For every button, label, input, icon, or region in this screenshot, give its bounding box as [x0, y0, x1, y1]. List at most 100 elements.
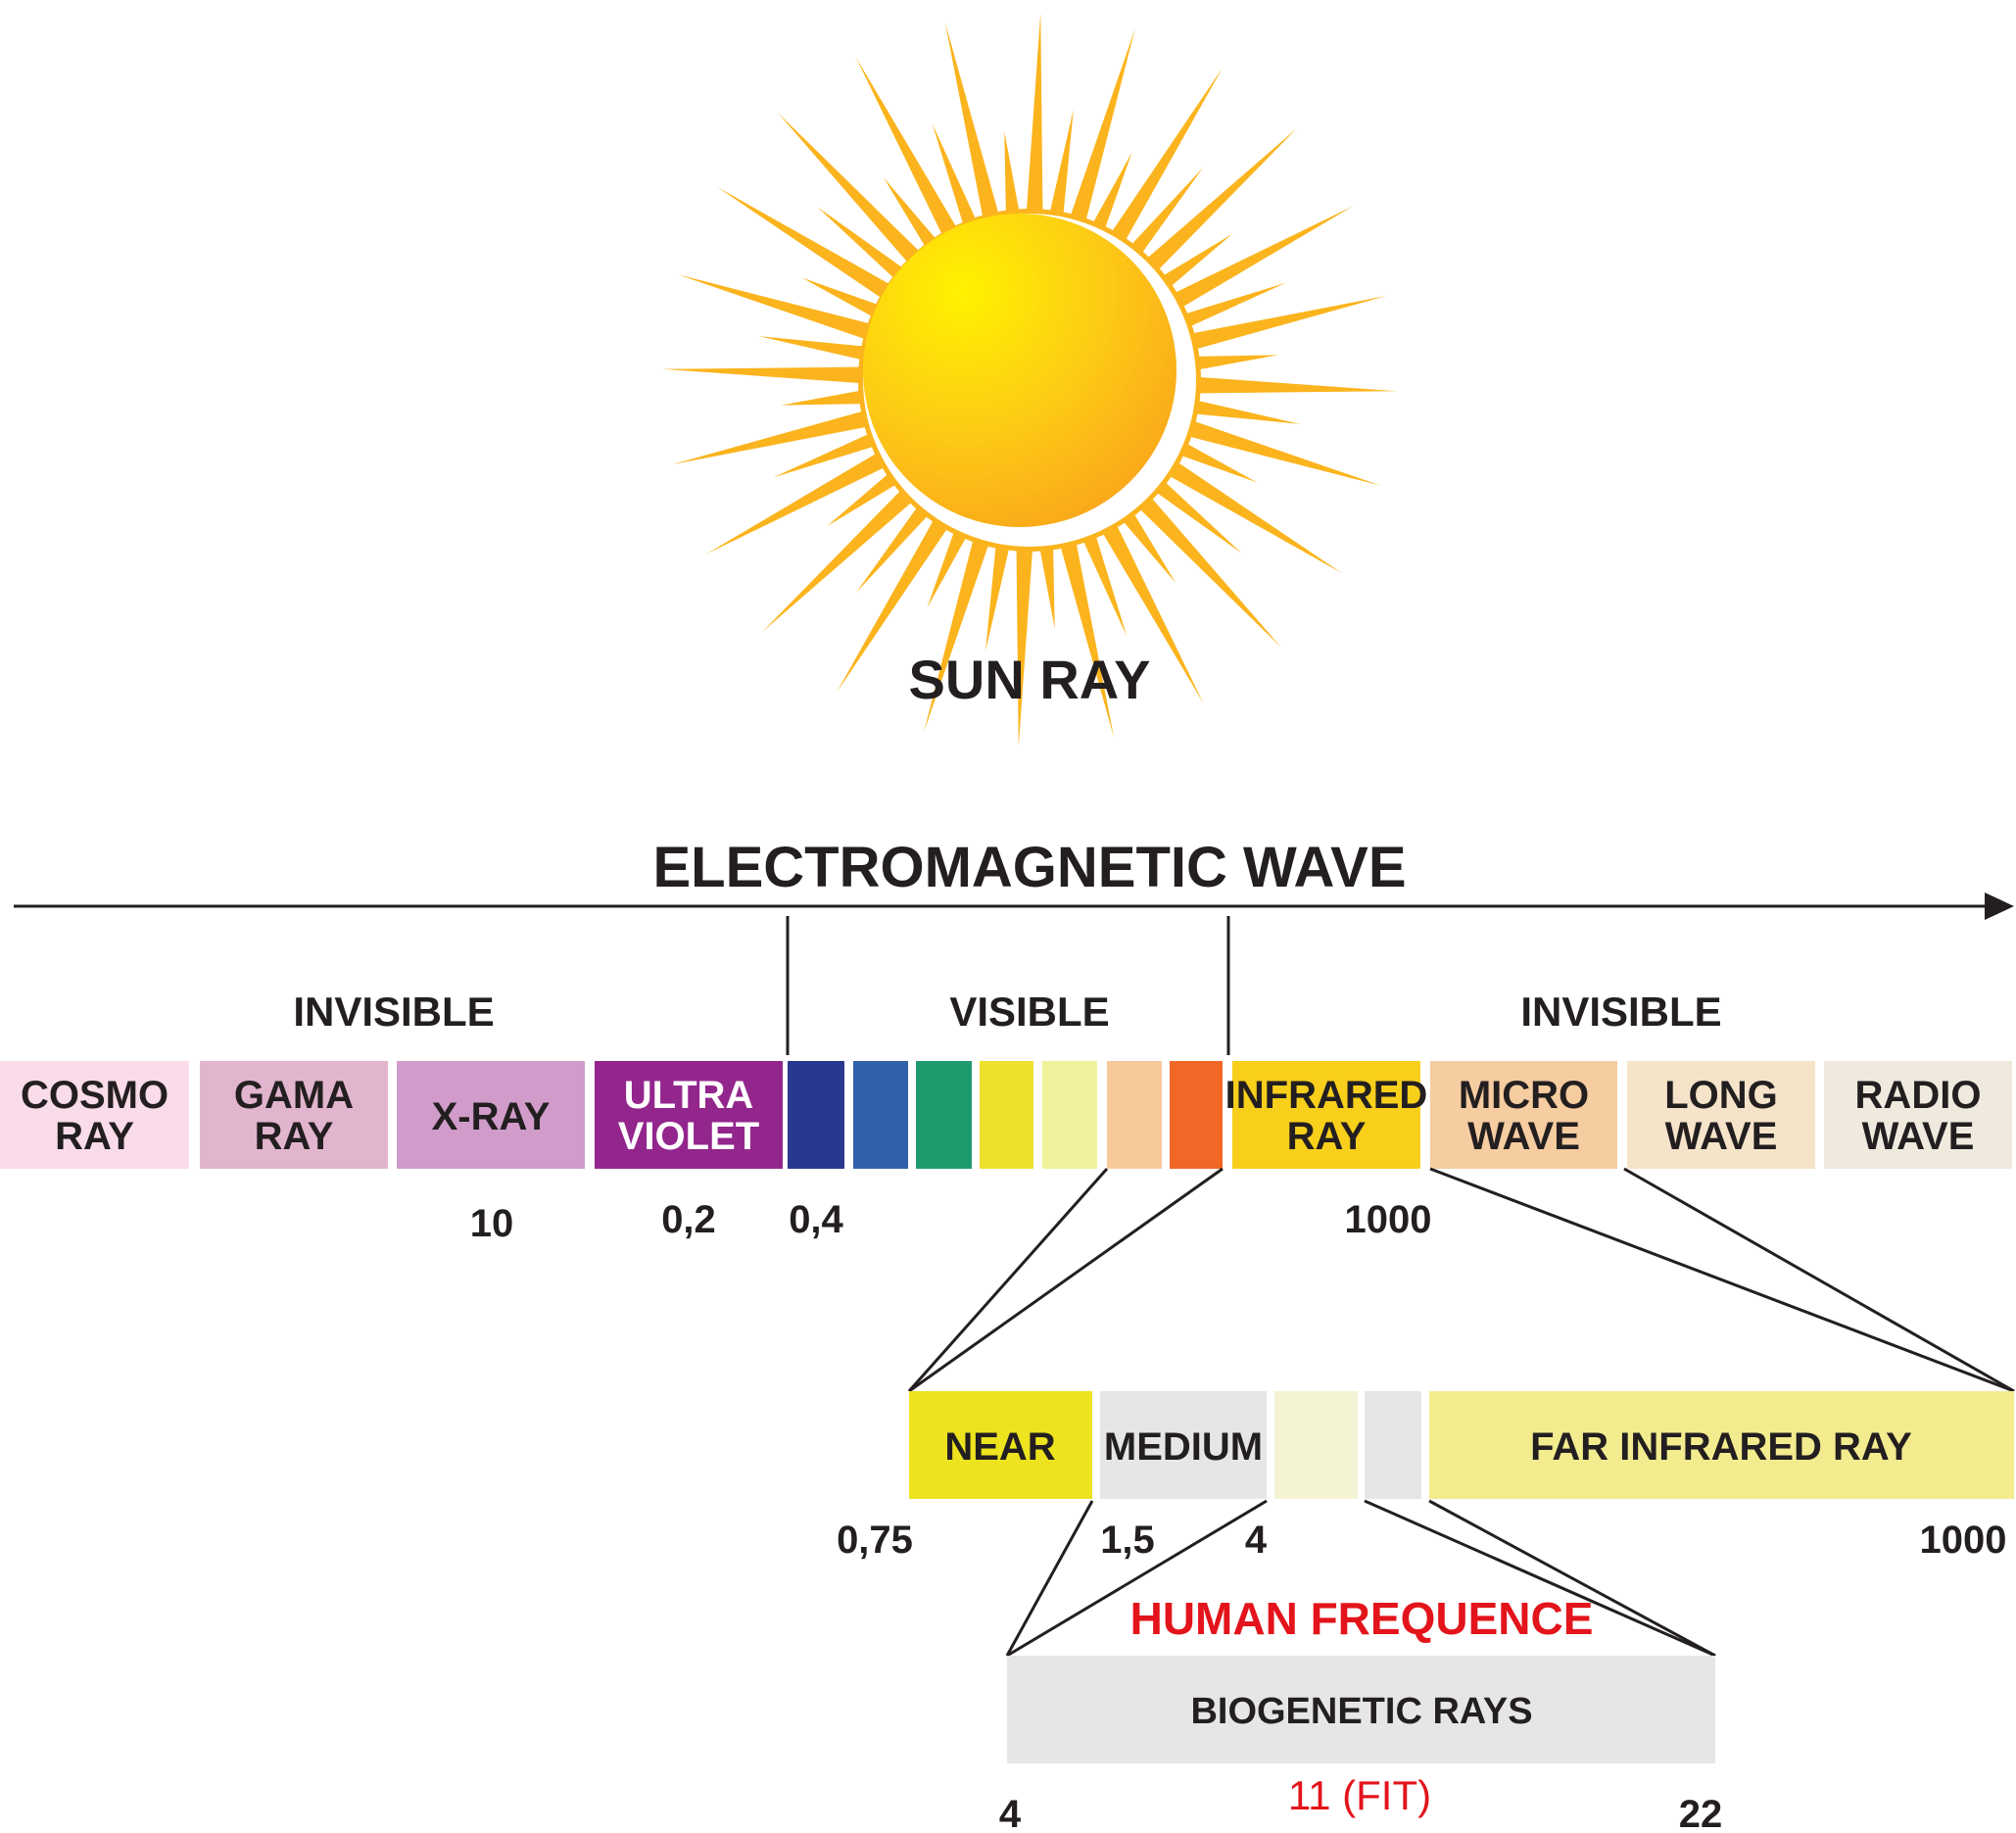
sun-ray-icon [672, 409, 875, 465]
region-invisible-right: INVISIBLE [1520, 989, 1721, 1035]
sun-label: SUN RAY [909, 649, 1151, 710]
spectrum-title: ELECTROMAGNETIC WAVE [652, 836, 1406, 899]
band-pale-yellow [1042, 1061, 1097, 1169]
sun-ray-icon [1141, 127, 1297, 276]
sun-ray-icon [1058, 535, 1115, 738]
sun-ray-icon [1181, 418, 1382, 486]
sun-ray-icon [717, 186, 897, 303]
sun-ray-icon [1168, 206, 1354, 312]
band-micro-wave [1430, 1061, 1617, 1169]
sun-ray-icon [817, 206, 909, 284]
band-biogenetic-label: BIOGENETIC RAYS [1190, 1691, 1532, 1732]
sun-ray-icon [855, 56, 961, 242]
sun-ray-icon [773, 430, 882, 478]
detail-value-4: 4 [1245, 1519, 1268, 1562]
detail-value-0-75: 0,75 [837, 1519, 913, 1562]
detail-value-1000: 1000 [1920, 1519, 2007, 1562]
detail-value-1-5: 1,5 [1100, 1519, 1155, 1562]
band-biogenetic [1007, 1656, 1715, 1763]
region-visible: VISIBLE [949, 989, 1109, 1035]
value-infrared-end: 1000 [1345, 1198, 1432, 1241]
sun-ray-icon [932, 123, 980, 232]
sun-ray-icon [1088, 152, 1132, 236]
band-indigo [788, 1061, 844, 1169]
band-far-infrared [1429, 1391, 2014, 1499]
biogenetic-value-end: 22 [1679, 1793, 1723, 1833]
band-ultra-violet [595, 1061, 783, 1169]
band-far-infrared-label: FAR INFRARED RAY [1530, 1425, 1912, 1469]
sun-ray-icon [1048, 109, 1074, 222]
sun-ray-icon [758, 336, 872, 362]
sun-ray-icon [801, 277, 886, 321]
sun-ray-icon [1107, 68, 1224, 248]
band-grey [1365, 1391, 1421, 1499]
band-long-wave [1627, 1061, 1815, 1169]
band-gama-ray [200, 1061, 388, 1169]
sun-ray-icon [1177, 282, 1286, 330]
infrared-detail-bands [909, 1391, 2014, 1499]
band-radio-wave [1824, 1061, 2012, 1169]
sun-ray-icon [1026, 13, 1043, 219]
band-near [909, 1391, 1092, 1499]
sun-ray-icon [1098, 518, 1204, 704]
band-medium-label: MEDIUM [1104, 1425, 1263, 1469]
biogenetic-value-fit: 11 (FIT) [1288, 1772, 1431, 1818]
biogenetic-value-start: 4 [999, 1793, 1022, 1833]
sun-ray-icon [1038, 540, 1055, 629]
sun-icon [662, 13, 1397, 748]
sun-ray-icon [662, 366, 869, 384]
sun-ray-icon [1162, 458, 1342, 574]
sun-ray-icon [836, 512, 952, 693]
band-green [916, 1061, 972, 1169]
band-long-wave-label: LONG [1664, 1074, 1778, 1117]
sun-ray-icon [1068, 27, 1135, 228]
band-x-ray [397, 1061, 585, 1169]
band-x-ray-label: X-RAY [432, 1095, 551, 1138]
band-radio-wave-label: RADIO [1855, 1074, 1982, 1117]
band-gama-ray-label: RAY [255, 1115, 334, 1158]
band-micro-wave-label: WAVE [1467, 1115, 1580, 1158]
band-cosmo-ray-label: COSMO [21, 1074, 168, 1117]
value-ultra-violet: 0,2 [661, 1198, 716, 1241]
sun-ray-icon [1187, 399, 1301, 424]
sun-ray-icon [1133, 492, 1282, 648]
sun-ray-icon [944, 23, 1001, 225]
zoom-lines-biogenetic [1005, 1499, 1716, 1658]
sun-ray-icon [855, 501, 934, 593]
sun-ray-icon [777, 113, 926, 268]
band-medium [1100, 1391, 1267, 1499]
band-orange [1170, 1061, 1223, 1169]
band-peach [1107, 1061, 1162, 1169]
sun-ray-icon [677, 274, 878, 342]
sun-ray-icon [705, 449, 891, 555]
band-infrared-ray [1232, 1061, 1420, 1169]
band-cosmo-ray-label: RAY [55, 1115, 134, 1158]
double-arrow-icon [14, 892, 2014, 920]
sun-ray-icon [827, 468, 903, 527]
sun-ray-icon [1150, 476, 1242, 555]
band-micro-wave-label: MICRO [1459, 1074, 1589, 1117]
value-visible-start: 0,4 [789, 1198, 843, 1241]
sun-ray-icon [781, 389, 870, 406]
band-infrared-ray-label: RAY [1287, 1115, 1367, 1158]
sun-ray-icon [1126, 168, 1204, 260]
sun-ray-icon [1080, 528, 1128, 637]
region-invisible-left: INVISIBLE [293, 989, 494, 1035]
sun-ray-icon [1190, 376, 1397, 394]
band-long-wave-label: WAVE [1665, 1115, 1778, 1158]
zoom-lines-infrared [907, 1167, 2015, 1393]
sun-ray-icon [1118, 506, 1176, 583]
band-radio-wave-label: WAVE [1862, 1115, 1975, 1158]
sun-ray-icon [1004, 131, 1021, 220]
sun-ray-icon [762, 484, 918, 633]
sun-ray-icon [927, 524, 971, 608]
band-cosmo-ray [0, 1061, 189, 1169]
value-x-ray: 10 [470, 1202, 514, 1245]
band-ultra-violet-label: VIOLET [618, 1115, 759, 1158]
human-frequence-title: HUMAN FREQUENCE [1130, 1593, 1594, 1644]
band-blue [853, 1061, 908, 1169]
sun-ray-icon [1156, 233, 1232, 292]
sun-disc-icon [863, 214, 1176, 527]
band-infrared-ray-label: INFRARED [1225, 1074, 1428, 1117]
